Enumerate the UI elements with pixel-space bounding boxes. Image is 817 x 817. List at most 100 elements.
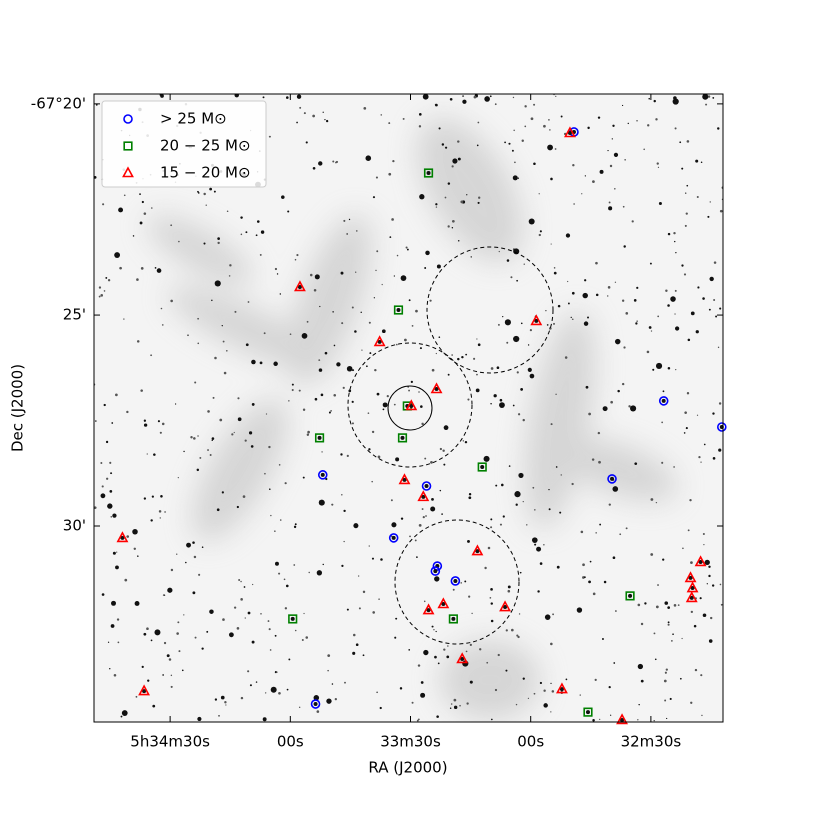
star xyxy=(516,371,519,374)
star xyxy=(288,658,291,661)
star xyxy=(589,560,592,563)
star xyxy=(251,359,256,365)
star xyxy=(324,119,326,121)
star xyxy=(434,576,440,582)
star xyxy=(512,96,515,99)
star xyxy=(587,316,590,319)
star xyxy=(607,295,609,297)
y-axis-label: Dec (J2000) xyxy=(9,364,27,452)
star xyxy=(473,357,476,360)
star xyxy=(611,138,613,140)
star xyxy=(447,645,449,647)
star xyxy=(328,411,331,414)
star xyxy=(316,710,320,713)
star xyxy=(515,503,518,506)
star xyxy=(106,477,109,480)
star xyxy=(197,716,202,722)
star xyxy=(452,158,458,164)
star xyxy=(216,508,220,512)
star xyxy=(489,596,492,599)
star xyxy=(260,613,262,615)
star xyxy=(524,125,527,128)
star xyxy=(656,162,659,165)
star xyxy=(321,451,323,453)
star xyxy=(264,472,266,475)
star xyxy=(411,701,414,704)
star xyxy=(369,352,372,355)
star xyxy=(582,292,588,299)
star xyxy=(316,570,323,576)
star xyxy=(679,141,682,144)
star xyxy=(354,330,357,333)
star xyxy=(150,207,153,209)
star xyxy=(522,418,525,422)
star xyxy=(373,297,375,299)
star xyxy=(451,165,454,168)
star xyxy=(105,276,108,279)
star xyxy=(176,632,179,635)
star xyxy=(552,613,555,616)
star xyxy=(228,275,231,277)
star xyxy=(490,518,493,521)
star xyxy=(687,529,690,532)
star xyxy=(348,218,351,221)
star xyxy=(194,381,197,384)
star xyxy=(143,423,148,427)
star xyxy=(382,408,385,411)
star xyxy=(546,324,549,326)
star xyxy=(670,639,673,642)
star xyxy=(564,356,568,359)
star xyxy=(223,371,227,375)
star xyxy=(652,368,655,371)
star xyxy=(161,324,164,326)
star xyxy=(379,706,382,710)
star xyxy=(374,368,377,372)
star xyxy=(418,113,422,116)
star xyxy=(391,522,397,528)
star xyxy=(708,308,711,311)
star xyxy=(658,201,662,206)
star xyxy=(111,600,116,606)
star xyxy=(650,553,654,556)
star xyxy=(565,678,568,681)
star xyxy=(513,335,520,343)
star xyxy=(704,559,710,566)
star xyxy=(490,619,494,623)
star xyxy=(717,346,720,349)
star xyxy=(409,535,411,538)
star xyxy=(520,388,524,391)
star xyxy=(672,633,674,636)
star xyxy=(444,146,448,149)
star xyxy=(608,206,613,211)
star xyxy=(657,166,660,169)
star xyxy=(502,316,504,318)
star xyxy=(461,355,464,359)
star xyxy=(647,124,650,127)
star xyxy=(410,380,413,383)
star xyxy=(460,582,462,584)
star xyxy=(390,499,393,502)
star xyxy=(633,299,637,302)
star xyxy=(98,286,102,289)
star xyxy=(654,658,657,661)
star xyxy=(278,572,281,575)
star xyxy=(664,671,667,674)
star xyxy=(362,590,366,594)
star xyxy=(203,242,206,245)
star xyxy=(147,679,150,682)
star xyxy=(399,687,403,690)
marker xyxy=(477,462,487,472)
star xyxy=(547,144,553,151)
star xyxy=(107,279,111,282)
star xyxy=(170,299,173,303)
star xyxy=(342,386,345,389)
star xyxy=(457,157,461,161)
star xyxy=(584,175,586,177)
star xyxy=(508,465,511,467)
star xyxy=(576,607,583,613)
star xyxy=(164,511,166,513)
star xyxy=(332,160,335,163)
star xyxy=(559,511,562,514)
star xyxy=(313,702,318,707)
star xyxy=(417,664,421,667)
